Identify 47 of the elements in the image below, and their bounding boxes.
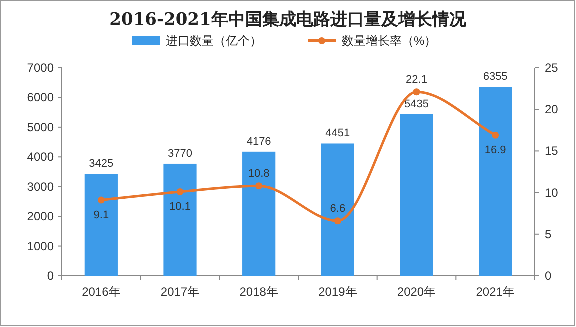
data-label: 6355 [483, 71, 508, 84]
x-tick-label: 2017年 [160, 285, 200, 299]
bar [400, 114, 434, 276]
data-label: 3770 [168, 148, 192, 160]
y2-tick-label: 5 [545, 227, 552, 242]
data-label: 10.8 [248, 168, 270, 180]
y2-tick-label: 15 [545, 144, 559, 158]
y-tick-label: 7000 [27, 61, 54, 75]
x-tick-label: 2019年 [318, 285, 358, 299]
data-label: 4176 [246, 136, 272, 148]
bar [84, 174, 118, 276]
x-tick-label: 2016年 [82, 285, 121, 299]
x-tick-label: 2020年 [397, 285, 436, 299]
point [98, 196, 105, 204]
point [176, 188, 184, 196]
x-tick-label: 2021年 [476, 285, 515, 299]
y2-tick-label: 20 [545, 102, 559, 117]
legend-label: 进口数量（亿个） [166, 34, 262, 48]
y2-tick-label: 25 [545, 61, 559, 75]
y2-tick-label: 10 [545, 186, 559, 200]
bar [479, 87, 512, 276]
point [256, 182, 263, 190]
data-label: 22.1 [406, 74, 428, 86]
point [492, 132, 500, 139]
y-tick-label: 3000 [27, 180, 54, 194]
y-tick-label: 2000 [27, 210, 54, 224]
y2-tick-label: 0 [545, 269, 552, 283]
bar [321, 144, 354, 276]
x-tick-label: 2018年 [240, 285, 278, 299]
point [334, 218, 342, 225]
data-label: 9.1 [94, 209, 110, 222]
y-tick-label: 6000 [27, 90, 54, 105]
data-label: 16.9 [484, 144, 506, 156]
data-label: 4451 [326, 128, 350, 140]
bar [242, 152, 276, 276]
y-tick-label: 5000 [27, 120, 54, 134]
bar [164, 164, 197, 276]
point [413, 88, 420, 96]
data-label: 10.1 [170, 200, 191, 213]
data-label: 6.6 [330, 203, 346, 216]
y-tick-label: 4000 [27, 150, 54, 164]
data-label: 5435 [404, 98, 429, 111]
y-tick-label: 0 [47, 269, 54, 283]
data-label: 3425 [89, 158, 114, 170]
y-tick-label: 1000 [27, 239, 54, 254]
legend-label: 数量增长率（%） [342, 34, 437, 48]
chart-title: 2016-2021年中国集成电路进口量及增长情况 [110, 10, 468, 30]
